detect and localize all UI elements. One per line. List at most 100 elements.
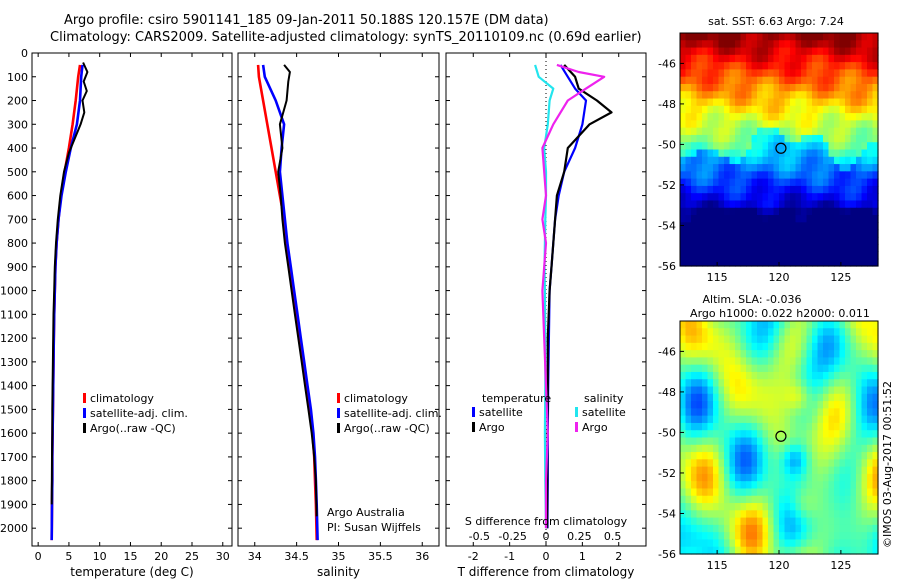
sla-cell [735, 401, 742, 409]
sla-cell [828, 386, 835, 395]
sla-cell [746, 408, 753, 417]
sla-cell [762, 357, 769, 366]
sla-cell [823, 452, 830, 460]
sla-cell [768, 488, 775, 497]
sst-cell [850, 98, 857, 107]
sla-cell [861, 444, 868, 453]
sst-cell [795, 142, 802, 151]
sst-cell [768, 178, 775, 187]
sla-cell [707, 539, 714, 548]
sst-cell [762, 229, 769, 238]
sst-cell [834, 229, 841, 238]
sla-cell [828, 517, 835, 526]
sla-cell [861, 386, 868, 395]
sst-cell [768, 120, 775, 129]
sst-cell [724, 156, 731, 165]
x2-tick-label: -0.25 [498, 530, 526, 543]
sla-cell [680, 466, 687, 475]
sst-cell [817, 193, 824, 202]
sst-cell [795, 40, 802, 49]
sst-cell [680, 105, 687, 114]
sla-cell [784, 379, 791, 388]
sla-cell [790, 321, 797, 329]
sst-cell [746, 171, 753, 180]
sst-cell [735, 105, 742, 114]
sst-cell [823, 171, 830, 180]
sst-cell [718, 105, 725, 114]
sst-cell [724, 47, 731, 56]
sla-cell [790, 401, 797, 409]
sla-cell [795, 430, 802, 439]
sla-cell [746, 517, 753, 526]
sst-cell [806, 40, 813, 49]
sla-cell [795, 437, 802, 446]
sst-cell [872, 236, 879, 245]
sla-cell [828, 495, 835, 504]
sla-cell [680, 321, 687, 329]
sla-cell [718, 466, 725, 475]
sst-cell [713, 113, 720, 121]
sst-cell [773, 244, 780, 253]
sla-cell [845, 488, 852, 497]
sla-cell [872, 532, 879, 541]
sla-cell [795, 415, 802, 424]
sla-cell [696, 539, 703, 548]
sst-cell [801, 76, 808, 85]
sst-cell [861, 54, 868, 63]
sst-cell [823, 91, 830, 100]
sst-cell [729, 120, 736, 129]
depth-tick-label: 1500 [0, 403, 28, 416]
sla-cell [768, 422, 775, 431]
sla-cell [691, 393, 698, 402]
sla-cell [685, 539, 692, 548]
sst-cell [839, 207, 846, 216]
sla-cell [696, 364, 703, 373]
sst-cell [801, 105, 808, 114]
sla-cell [702, 488, 709, 497]
sst-cell [861, 193, 868, 202]
sst-cell [680, 69, 687, 78]
sst-cell [806, 127, 813, 136]
sla-cell [691, 408, 698, 417]
sst-cell [773, 236, 780, 245]
sla-cell [779, 350, 786, 359]
sst-cell [795, 134, 802, 143]
sst-cell [691, 193, 698, 202]
sst-cell [680, 98, 687, 107]
sst-cell [806, 178, 813, 187]
sla-cell [746, 503, 753, 511]
sla-cell [735, 415, 742, 424]
sst-cell [740, 258, 747, 267]
sla-cell [740, 495, 747, 504]
sla-cell [718, 328, 725, 337]
sla-cell [768, 466, 775, 475]
sla-cell [839, 437, 846, 446]
sla-cell [834, 321, 841, 329]
sla-cell [718, 481, 725, 490]
sst-cell [680, 83, 687, 92]
sst-cell [812, 69, 819, 78]
sst-cell [795, 171, 802, 180]
sst-cell [784, 98, 791, 107]
sla-cell [790, 481, 797, 490]
sla-cell [696, 379, 703, 388]
sla-cell [823, 495, 830, 504]
sst-cell [817, 251, 824, 260]
sla-cell [845, 459, 852, 468]
sla-cell [718, 532, 725, 541]
sst-cell [729, 113, 736, 121]
sst-cell [740, 40, 747, 49]
sst-cell [762, 185, 769, 194]
sla-cell [839, 510, 846, 519]
sla-cell [817, 437, 824, 446]
sla-cell [812, 408, 819, 417]
sst-cell [812, 171, 819, 180]
sst-cell [680, 127, 687, 136]
sst-cell [806, 142, 813, 151]
sst-cell [757, 113, 764, 121]
sst-cell [872, 164, 879, 172]
sla-cell [867, 401, 874, 409]
sst-cell [746, 185, 753, 194]
sla-cell [817, 430, 824, 439]
sst-cell [773, 62, 780, 71]
